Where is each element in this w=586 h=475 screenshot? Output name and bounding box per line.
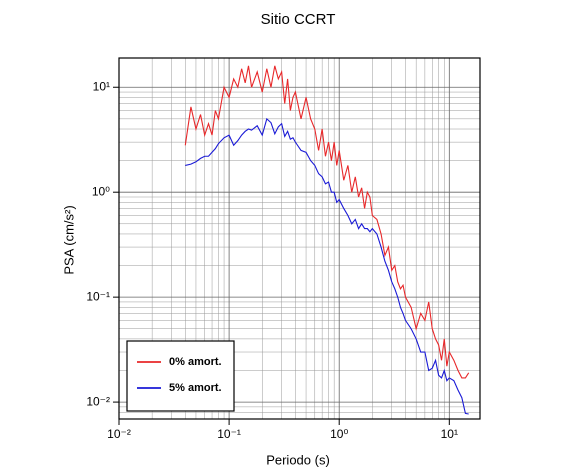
x-tick-label: 10¹ bbox=[441, 427, 458, 441]
y-tick-label: 10⁰ bbox=[92, 184, 110, 198]
plot-frame bbox=[118, 57, 481, 420]
legend-label: 5% amort. bbox=[169, 382, 222, 394]
x-axis-label: Periodo (s) bbox=[266, 452, 330, 467]
x-tick-label: 10⁻¹ bbox=[217, 427, 241, 441]
y-axis-label: PSA (cm/s²) bbox=[61, 205, 76, 274]
legend-label: 0% amort. bbox=[169, 356, 222, 368]
y-tick-label: 10⁻² bbox=[86, 394, 110, 408]
x-tick-label: 10⁰ bbox=[330, 427, 348, 441]
series-line bbox=[184, 65, 470, 379]
series-line bbox=[185, 117, 469, 415]
chart-title: Sitio CCRT bbox=[261, 11, 336, 28]
x-tick-label: 10⁻² bbox=[107, 427, 131, 441]
y-tick-label: 10¹ bbox=[93, 79, 110, 93]
legend-box bbox=[126, 340, 235, 412]
y-tick-label: 10⁻¹ bbox=[86, 289, 110, 303]
